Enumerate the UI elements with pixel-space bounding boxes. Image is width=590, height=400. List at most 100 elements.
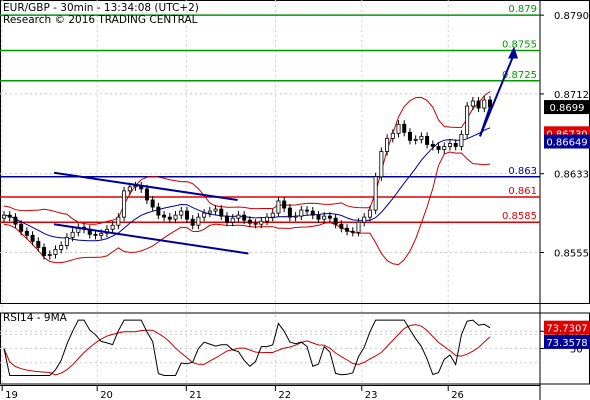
candle-body [402,123,407,133]
candle-body [190,218,195,226]
candle-body [442,146,447,150]
candle-body [333,217,338,225]
level-label-pivot: 0.863 [508,166,537,177]
candle-body [30,234,35,242]
candle-body [305,209,310,212]
candle-body [213,208,218,212]
candle-body [316,214,321,220]
candle-body [482,99,487,109]
rsi-ma-line [3,324,491,376]
channel-lower-line [53,223,249,255]
candle-body [47,254,52,256]
candle-body [247,219,252,224]
candle-body [156,206,161,216]
candle-body [470,100,475,107]
channel-upper-line [53,171,238,201]
candle-body [362,216,367,223]
bollinger-upper-line [3,91,491,225]
bollinger-lower-line [3,151,491,266]
candle-body [425,135,430,145]
level-label-resistance: 0.879 [508,4,537,15]
candle-body [310,210,315,216]
price-tick-label: 0.8633 [554,170,589,181]
candle-body [287,207,292,218]
candle-body [116,216,121,226]
candle-body [219,208,224,217]
level-label-resistance: 0.8725 [502,70,537,81]
candle-body [242,214,247,221]
candle-body [299,209,304,217]
candle-body [144,188,149,201]
candle-body [385,137,390,152]
candle-body [350,230,355,233]
level-label-support: 0.861 [508,186,537,197]
candle-body [53,249,58,255]
candle-body [99,232,104,236]
candle-body [453,143,458,147]
candle-body [7,214,12,218]
candle-body [19,223,24,232]
rsi-line [3,319,491,376]
candle-body [282,200,287,209]
candle-body [447,143,452,147]
candle-body [396,123,401,134]
candle-body [2,214,7,219]
candle-body [230,217,235,223]
candle-body [379,151,384,178]
rsi-tag-box [544,320,590,335]
candle-body [162,214,167,218]
time-tick-label: 23 [365,390,378,400]
moving-average-line [3,127,491,242]
candle-body [36,240,41,248]
candle-body [196,216,201,226]
candle-body [487,99,492,108]
rsi-tick-label: 50 [570,345,583,356]
candle-body [345,227,350,232]
time-tick-label: 19 [5,390,18,400]
level-label-resistance: 0.8755 [502,40,537,51]
time-tick-label: 21 [189,390,202,400]
candle-body [24,230,29,236]
candle-body [339,223,344,229]
candle-body [270,212,275,218]
chart-copyright: Research © 2016 TRADING CENTRAL [3,14,198,26]
candle-body [179,210,184,216]
candle-body [110,224,115,230]
candle-body [150,199,155,208]
candle-body [322,215,327,220]
price-tag-box [544,134,590,149]
candle-body [202,212,207,218]
candle-body [133,185,138,188]
candle-body [276,200,281,214]
candle-body [207,210,212,214]
candle-body [436,146,441,150]
time-tick-label: 22 [278,390,291,400]
candle-body [59,245,64,250]
candle-body [253,222,258,225]
candle-body [265,216,270,222]
rsi-tag-box [544,334,590,349]
level-label-support: 0.8585 [502,211,537,222]
candle-body [327,215,332,219]
time-tick-label: 20 [100,390,113,400]
candle-body [42,247,47,256]
price-tick-label: 0.8712 [554,90,589,101]
candle-body [407,131,412,141]
forecast-arrow-line [479,56,514,137]
price-tick-label: 0.8555 [554,249,589,260]
candle-body [122,190,127,218]
candle-body [465,105,470,135]
rsi-label: RSI14 - 9MA [3,312,67,324]
chart-title: EUR/GBP - 30min - 13:34:08 (UTC+2) [3,2,199,14]
candle-body [167,216,172,220]
candle-body [459,133,464,147]
price-tick-label: 0.8790 [554,11,589,22]
candle-body [93,233,98,236]
candle-body [413,138,418,141]
candle-body [64,236,69,246]
candle-body [236,214,241,219]
rsi-tag-label: 73.7307 [546,324,587,335]
candle-body [356,221,361,233]
rsi-tag-label: 73.3578 [546,338,587,349]
candle-body [224,215,229,223]
